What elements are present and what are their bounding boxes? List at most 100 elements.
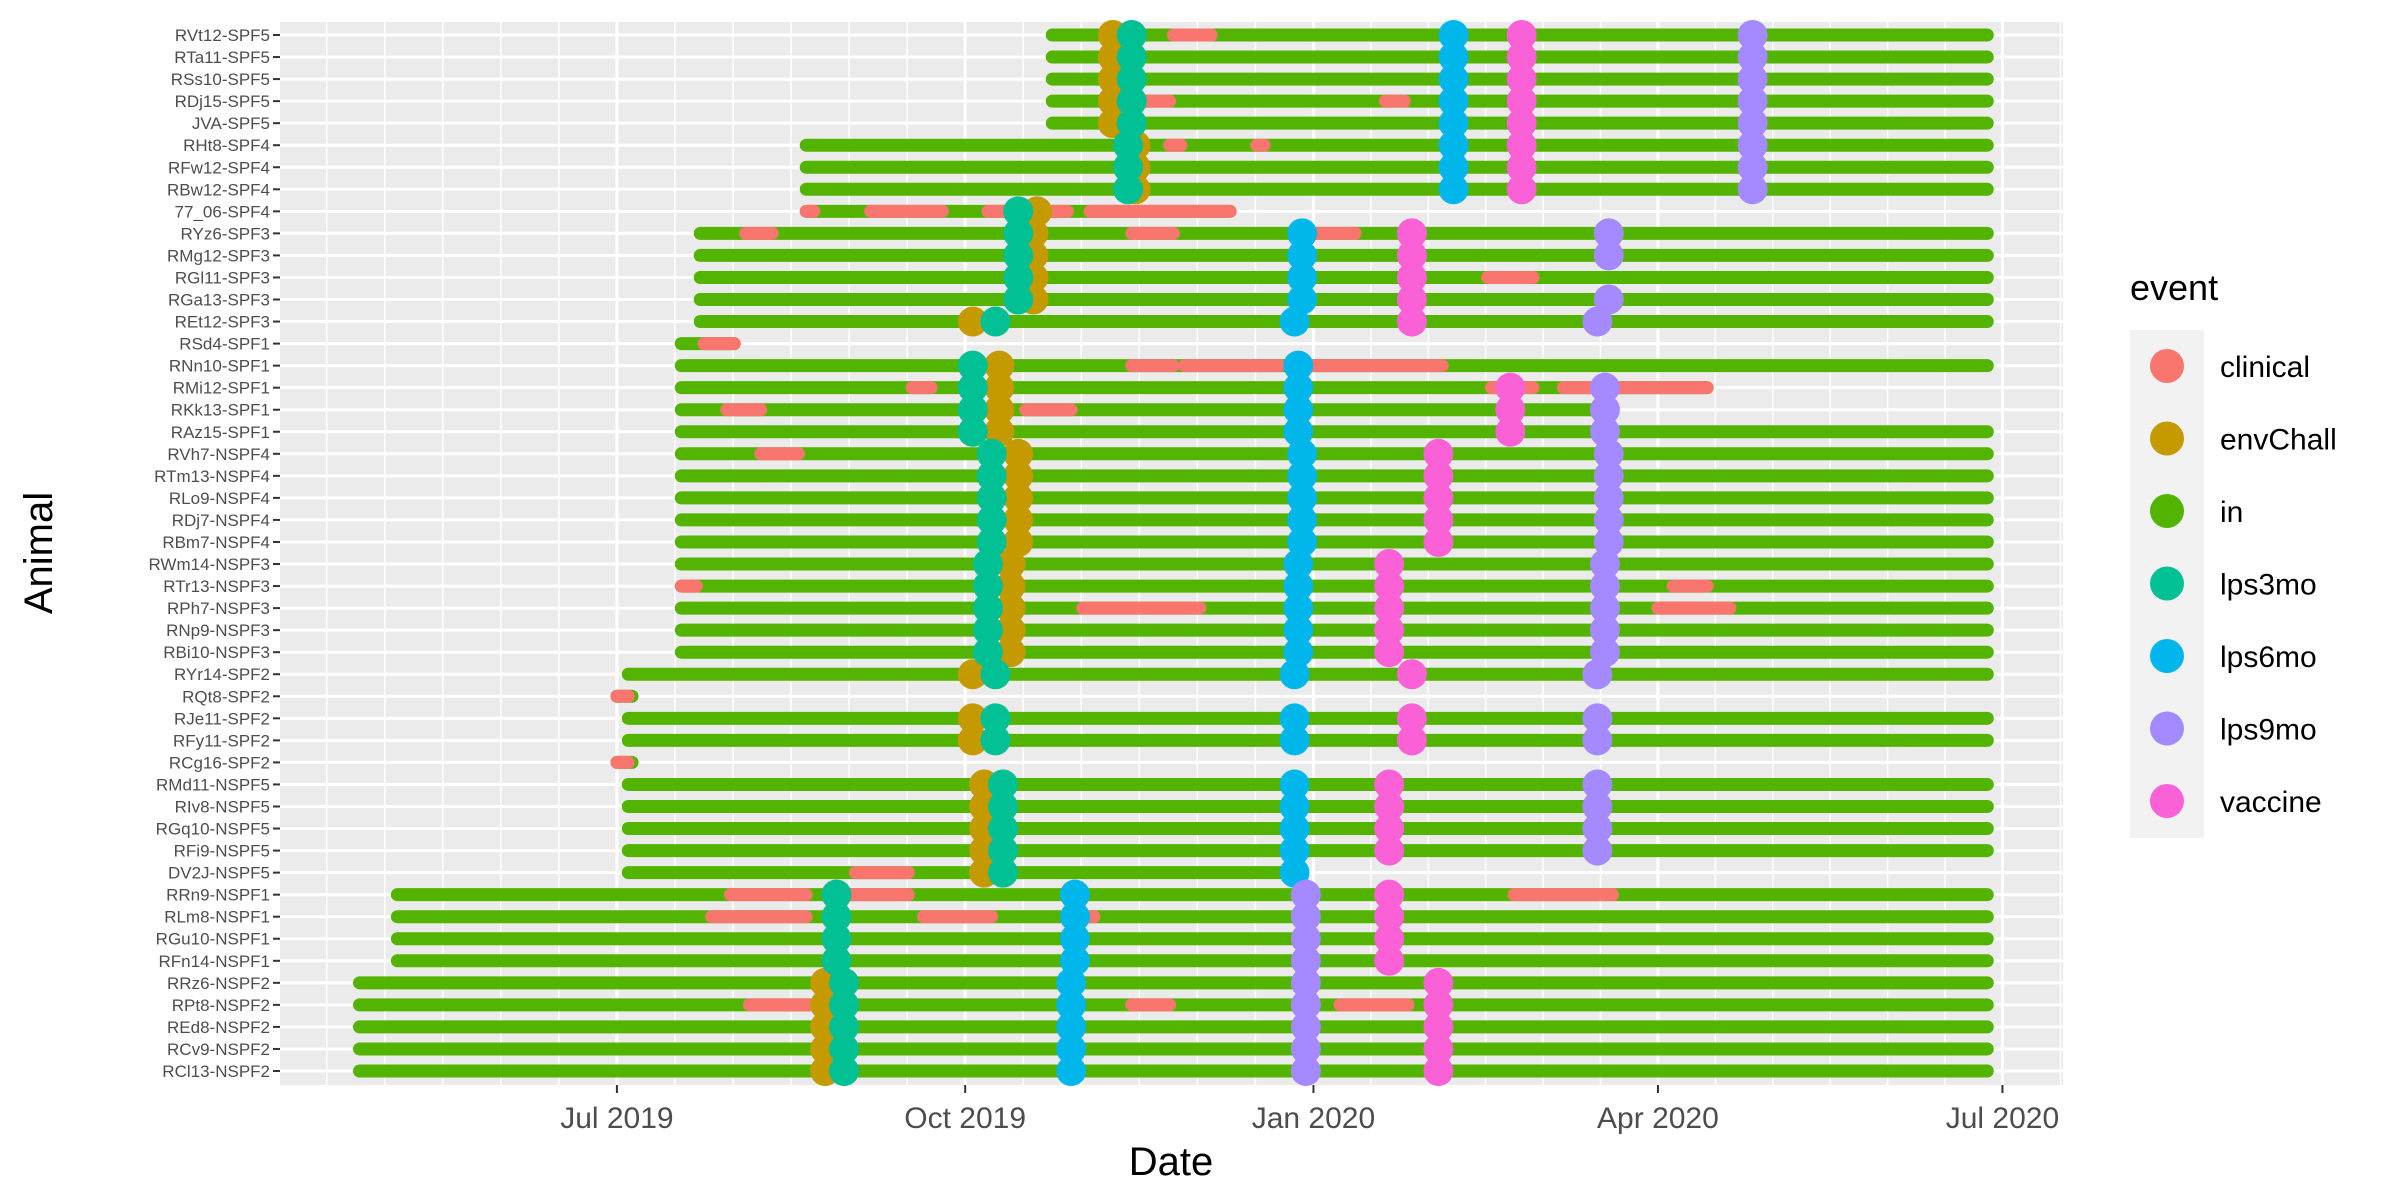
point-vaccine [1396, 218, 1427, 249]
x-axis-ticks: Jul 2019 Oct 2019 Jan 2020 Apr 2020 Jul 2020 [560, 1085, 2059, 1135]
y-tick-label: RDj7-NSPF4 [172, 511, 270, 530]
point-vaccine [1374, 901, 1405, 932]
point-lps3mo [988, 857, 1019, 888]
y-tick-label: RFi9-NSPF5 [174, 842, 270, 861]
legend-label-envChall: envChall [2220, 424, 2337, 457]
point-lps9mo [1589, 571, 1620, 602]
point-lps6mo [1283, 372, 1314, 403]
point-envChall [995, 593, 1026, 624]
point-lps3mo [1003, 196, 1034, 227]
point-lps6mo [1287, 218, 1318, 249]
legend-key-clinical [2150, 349, 2184, 383]
point-lps9mo [1589, 615, 1620, 646]
y-tick-label: RLo9-NSPF4 [169, 489, 270, 508]
point-lps6mo [1287, 482, 1318, 513]
y-tick-label: RBm7-NSPF4 [162, 533, 270, 552]
y-axis-ticks: RVt12-SPF5 RTa11-SPF5 RSs10-SPF5 RDj15-SPF5… [148, 26, 280, 1081]
y-tick-label: RVt12-SPF5 [175, 26, 270, 45]
point-envChall [1003, 504, 1034, 535]
y-tick-label: RBw12-SPF4 [167, 180, 270, 199]
y-tick-label: RTr13-NSPF3 [163, 577, 270, 596]
point-vaccine [1506, 130, 1537, 161]
point-lps9mo [1290, 945, 1321, 976]
x-tick-label: Oct 2019 [904, 1102, 1026, 1135]
point-vaccine [1374, 769, 1405, 800]
point-lps3mo [821, 923, 852, 954]
y-tick-label: RLm8-NSPF1 [164, 908, 270, 927]
point-vaccine [1423, 989, 1454, 1020]
point-envChall [984, 350, 1015, 381]
point-vaccine [1374, 923, 1405, 954]
y-tick-label: RFn14-NSPF1 [159, 952, 270, 971]
x-tick-label: Jul 2020 [1946, 1102, 2059, 1135]
point-vaccine [1506, 86, 1537, 117]
point-lps3mo [1116, 108, 1147, 139]
event-points [810, 20, 1768, 1086]
y-tick-label: RCg16-SPF2 [169, 753, 270, 772]
point-vaccine [1374, 593, 1405, 624]
point-lps9mo [1589, 549, 1620, 580]
point-lps9mo [1737, 152, 1768, 183]
point-vaccine [1423, 504, 1454, 535]
point-vaccine [1396, 306, 1427, 337]
point-lps3mo [976, 438, 1007, 469]
point-vaccine [1374, 945, 1405, 976]
point-lps3mo [980, 306, 1011, 337]
legend-key-in [2150, 494, 2184, 528]
point-lps9mo [1290, 901, 1321, 932]
y-tick-label: RRz6-NSPF2 [167, 974, 270, 993]
point-lps6mo [1287, 240, 1318, 271]
point-vaccine [1423, 526, 1454, 557]
y-tick-label: RNn10-SPF1 [169, 357, 270, 376]
y-tick-label: RFw12-SPF4 [168, 158, 270, 177]
point-lps6mo [1059, 945, 1090, 976]
point-vaccine [1423, 460, 1454, 491]
point-vaccine [1423, 438, 1454, 469]
point-lps9mo [1737, 42, 1768, 73]
point-lps3mo [972, 615, 1003, 646]
point-lps3mo [972, 549, 1003, 580]
point-lps9mo [1582, 725, 1613, 756]
point-lps9mo [1737, 86, 1768, 117]
point-lps6mo [1059, 923, 1090, 954]
x-tick-label: Jan 2020 [1252, 1102, 1375, 1135]
y-tick-label: REt12-SPF3 [175, 313, 270, 332]
point-lps3mo [1003, 284, 1034, 315]
y-tick-label: RSd4-SPF1 [179, 335, 270, 354]
y-tick-label: RVh7-NSPF4 [167, 445, 270, 464]
y-tick-label: RSs10-SPF5 [171, 70, 270, 89]
point-lps3mo [829, 1033, 860, 1064]
point-lps9mo [1589, 394, 1620, 425]
y-tick-label: RDj15-SPF5 [175, 92, 270, 111]
point-lps3mo [1116, 64, 1147, 95]
legend-label-lps6mo: lps6mo [2220, 641, 2317, 674]
point-lps3mo [976, 460, 1007, 491]
point-lps6mo [1283, 416, 1314, 447]
y-tick-label: RMg12-SPF3 [167, 246, 270, 265]
legend-title: event [2130, 267, 2218, 308]
point-lps9mo [1589, 593, 1620, 624]
x-tick-label: Jul 2019 [560, 1102, 673, 1135]
point-lps3mo [1116, 20, 1147, 50]
point-envChall [957, 703, 988, 734]
point-envChall [995, 571, 1026, 602]
y-tick-label: RCv9-NSPF2 [167, 1040, 270, 1059]
y-tick-label: RIv8-NSPF5 [175, 797, 270, 816]
legend-key-vaccine [2150, 784, 2184, 818]
y-tick-label: RRn9-NSPF1 [166, 886, 270, 905]
point-envChall [995, 637, 1026, 668]
point-lps6mo [1438, 20, 1469, 50]
point-envChall [984, 372, 1015, 403]
point-lps3mo [821, 879, 852, 910]
y-tick-label: RQt8-SPF2 [182, 687, 270, 706]
point-envChall [957, 725, 988, 756]
point-lps3mo [829, 989, 860, 1020]
point-lps3mo [829, 1056, 860, 1086]
point-lps9mo [1737, 130, 1768, 161]
y-tick-label: RPt8-NSPF2 [172, 996, 270, 1015]
legend-label-in: in [2220, 496, 2243, 529]
y-tick-label: RGq10-NSPF5 [156, 820, 270, 839]
y-tick-label: RPh7-NSPF3 [167, 599, 270, 618]
point-lps9mo [1582, 813, 1613, 844]
